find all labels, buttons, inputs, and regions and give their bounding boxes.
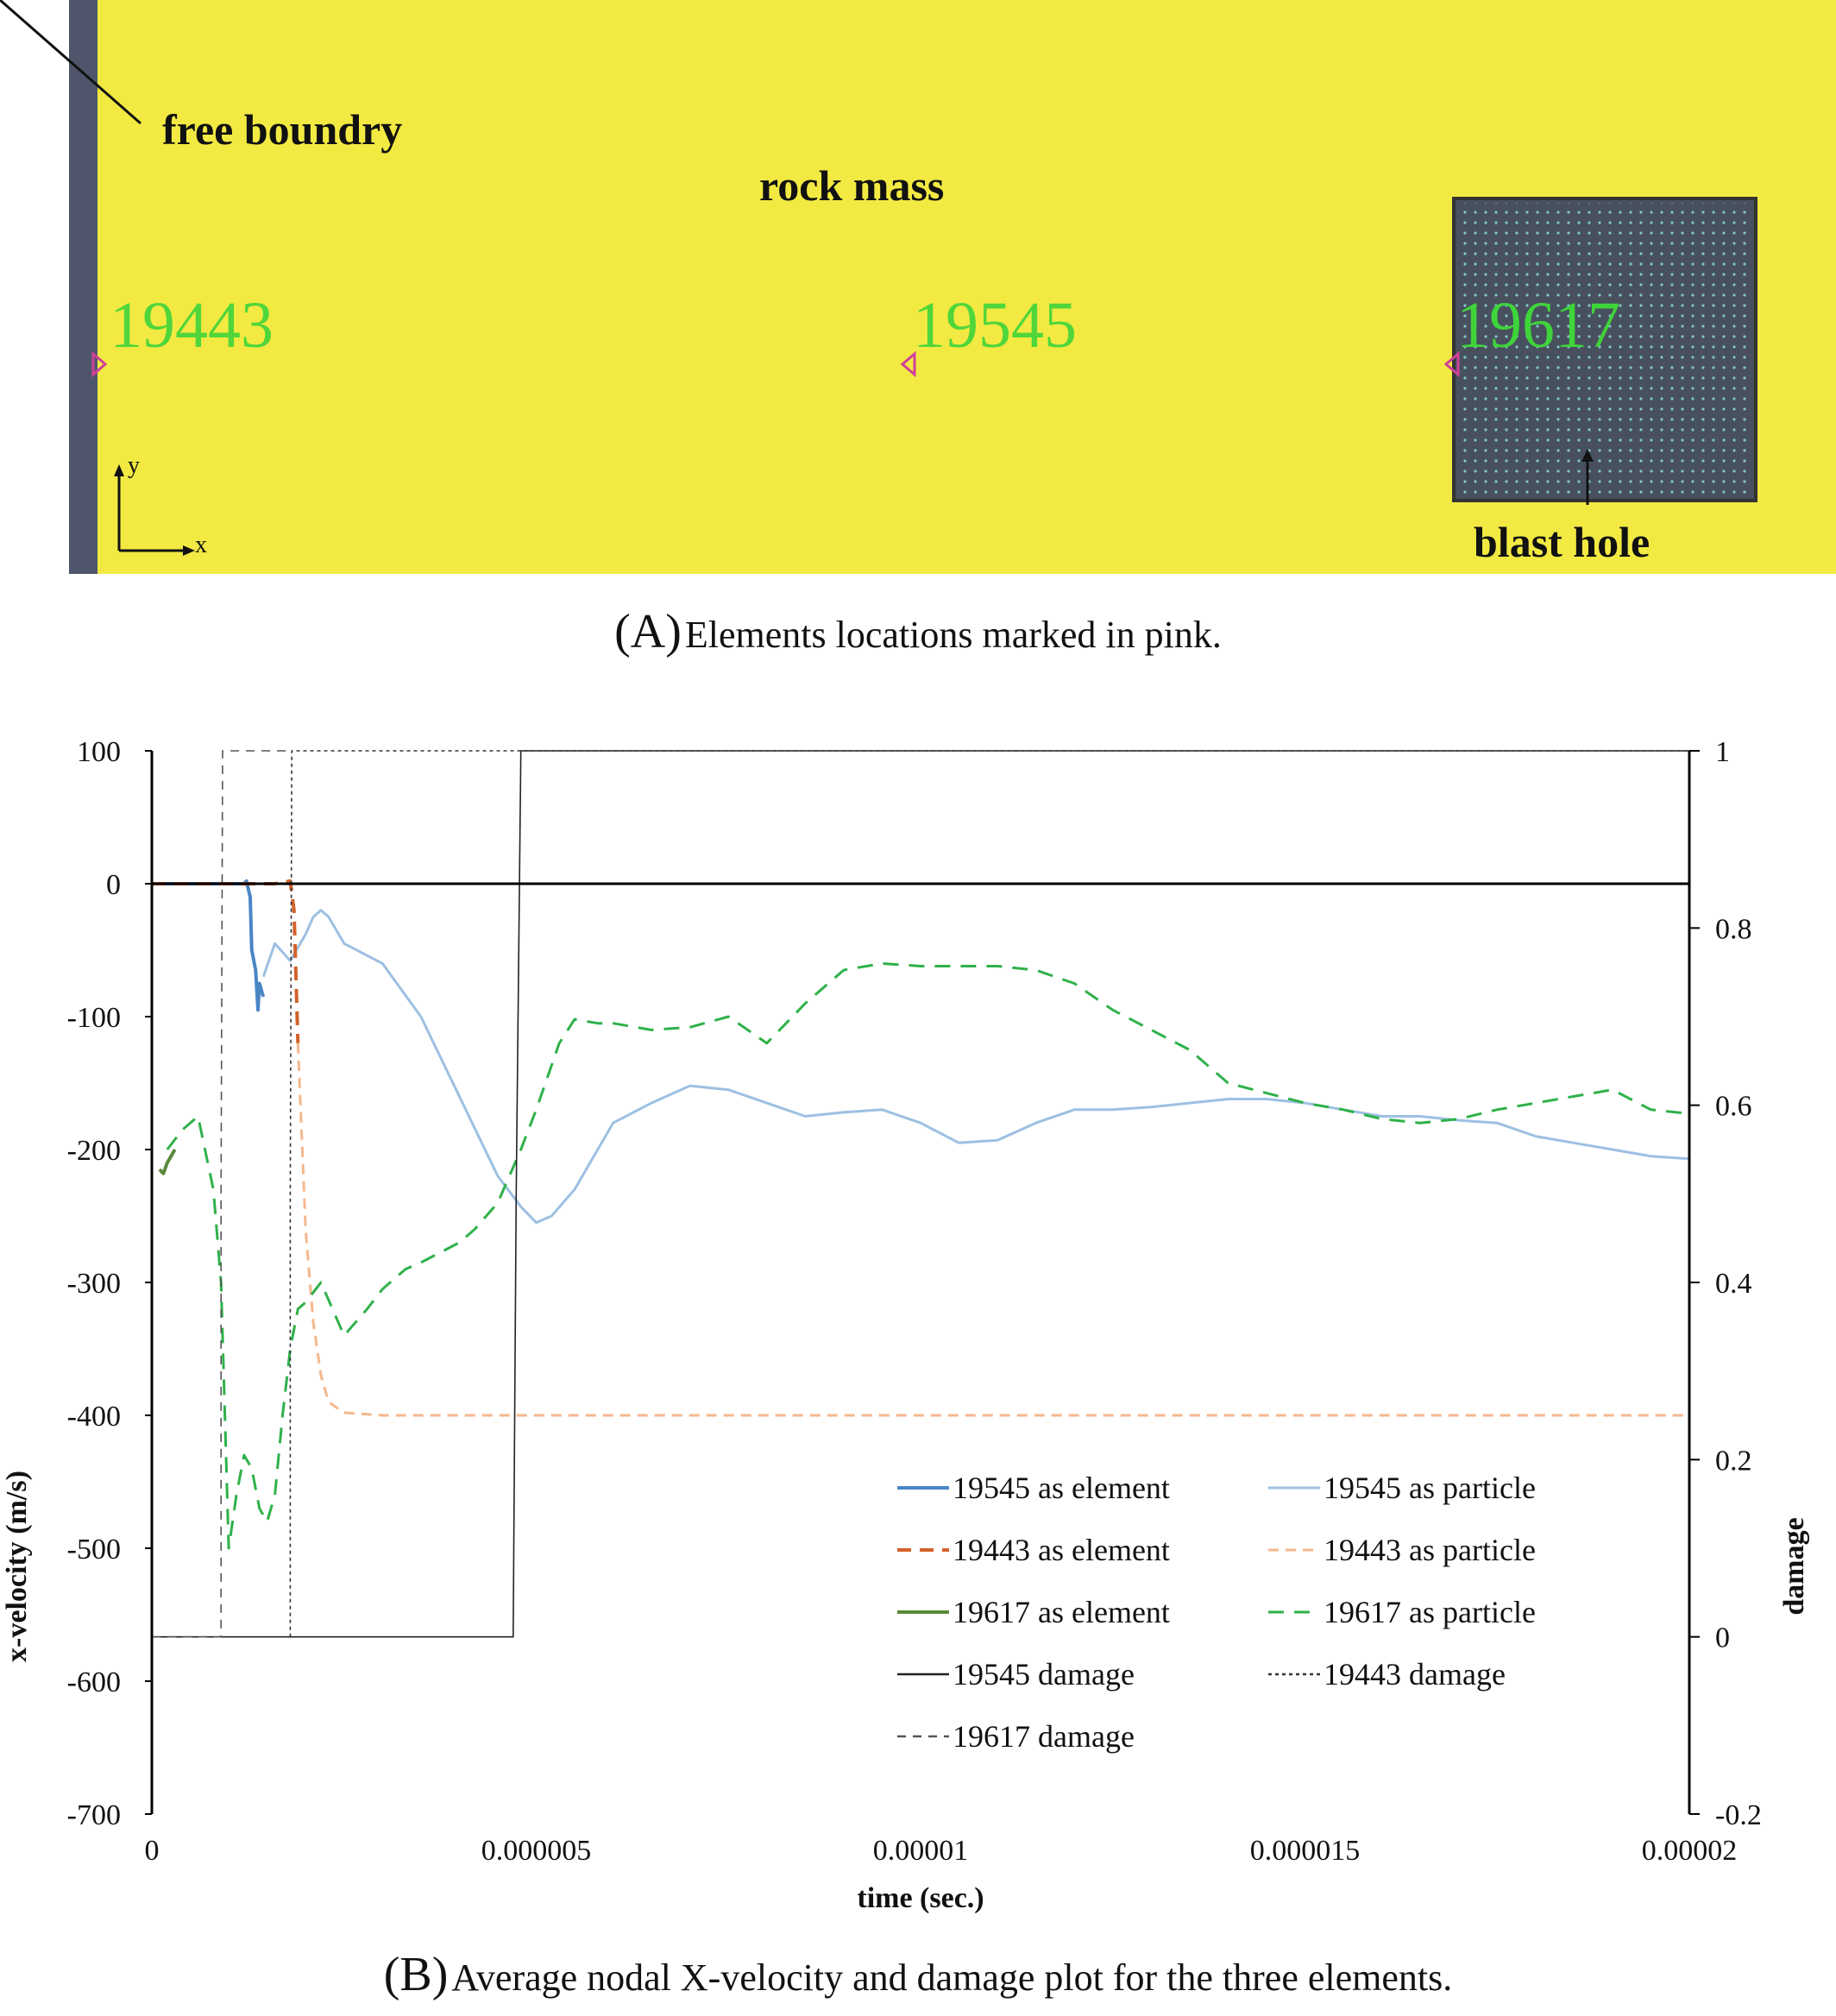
x-tick-label: 0.00002 bbox=[1642, 1835, 1738, 1867]
y-tick-label: -200 bbox=[67, 1135, 121, 1167]
element-marker-19443 bbox=[91, 350, 108, 378]
y-tick-label: -400 bbox=[67, 1401, 121, 1433]
blast-hole bbox=[1452, 197, 1757, 502]
blast-hole-arrow-head bbox=[1581, 449, 1594, 462]
legend-label: 19617 damage bbox=[953, 1719, 1135, 1754]
caption-b-letter: (B) bbox=[383, 1948, 449, 2001]
y-tick-label: -700 bbox=[67, 1799, 121, 1831]
legend-label: 19545 damage bbox=[953, 1657, 1135, 1692]
series-line-19443-as-particle bbox=[296, 1043, 1689, 1417]
caption-b: (B) Average nodal X-velocity and damage … bbox=[0, 1947, 1836, 2002]
legend-label: 19443 as element bbox=[953, 1533, 1170, 1567]
legend-label: 19443 as particle bbox=[1324, 1533, 1536, 1567]
y-tick-label: -500 bbox=[67, 1534, 121, 1566]
element-label-19545: 19545 bbox=[913, 289, 1077, 362]
y2-tick-label: 0.6 bbox=[1715, 1091, 1752, 1123]
series-line-19443-damage bbox=[289, 750, 1689, 1637]
free-boundary-strip bbox=[69, 0, 97, 574]
series-line-19545-damage bbox=[152, 750, 1689, 1638]
y2-tick-label: 1 bbox=[1715, 736, 1730, 768]
x-tick-label: 0.00001 bbox=[873, 1835, 969, 1867]
velocity-damage-chart: 100 0 -100 -200 -300 -400 -500 -600 -700 1 0.8 0.6 0… bbox=[1, 736, 1810, 1914]
y2-tick-label: 0.2 bbox=[1715, 1445, 1752, 1477]
caption-a-letter: (A) bbox=[614, 605, 682, 658]
series-line-19443-as-element bbox=[152, 879, 300, 1043]
y-tick-label: 0 bbox=[106, 869, 121, 901]
y-tick-label: 100 bbox=[77, 736, 121, 768]
y-tick-label: -300 bbox=[67, 1268, 121, 1300]
rock-mass-label: rock mass bbox=[759, 161, 944, 210]
legend: 19545 as element 19545 as particle 19443 a… bbox=[897, 1471, 1536, 1754]
element-marker-19617 bbox=[1443, 350, 1460, 378]
y2-tick-label: -0.2 bbox=[1715, 1799, 1762, 1831]
legend-label: 19617 as element bbox=[953, 1595, 1170, 1629]
element-marker-19545 bbox=[900, 350, 916, 378]
series-line-19617-as-element bbox=[158, 1149, 177, 1175]
y-axis-label: x-velocity (m/s) bbox=[1, 1471, 33, 1662]
triad-y-label: y bbox=[128, 452, 140, 479]
series-line-19545-as-element bbox=[152, 879, 266, 1012]
x-tick-label: 0 bbox=[145, 1835, 160, 1867]
y-tick-label: -600 bbox=[67, 1666, 121, 1698]
triad-x-head bbox=[183, 545, 195, 556]
axes-layer: 100 0 -100 -200 -300 -400 -500 -600 -700 1 0.8 0.6 0… bbox=[67, 736, 1762, 1867]
x-axis-label: time (sec.) bbox=[857, 1882, 984, 1914]
x-tick-label: 0.000015 bbox=[1250, 1835, 1361, 1867]
y-tick-label: -100 bbox=[67, 1002, 121, 1034]
element-label-19617: 19617 bbox=[1456, 289, 1620, 362]
legend-label: 19545 as element bbox=[953, 1471, 1170, 1505]
y2-tick-label: 0.8 bbox=[1715, 913, 1752, 945]
free-boundary-leader bbox=[0, 0, 141, 125]
free-boundary-label: free boundry bbox=[162, 105, 402, 154]
legend-label: 19617 as particle bbox=[1324, 1595, 1536, 1629]
legend-label: 19545 as particle bbox=[1324, 1471, 1536, 1505]
y2-tick-label: 0.4 bbox=[1715, 1268, 1752, 1300]
blast-hole-label: blast hole bbox=[1474, 518, 1650, 566]
series-layer bbox=[152, 750, 1690, 1638]
element-label-19443: 19443 bbox=[110, 289, 274, 362]
triad-y-head bbox=[114, 464, 124, 476]
y2-tick-label: 0 bbox=[1715, 1622, 1730, 1654]
panel-a-model-view: free boundry rock mass blast hole 19443 … bbox=[0, 0, 1836, 574]
y2-axis-label: damage bbox=[1778, 1517, 1810, 1615]
legend-label: 19443 damage bbox=[1324, 1657, 1506, 1692]
triad-x-label: x bbox=[195, 532, 207, 558]
x-tick-label: 0.000005 bbox=[481, 1835, 592, 1867]
caption-a: (A) Elements locations marked in pink. bbox=[0, 604, 1836, 659]
caption-b-text: Average nodal X-velocity and damage plot… bbox=[451, 1956, 1453, 1999]
series-line-19545-as-particle bbox=[261, 909, 1690, 1225]
caption-a-text: Elements locations marked in pink. bbox=[684, 614, 1222, 656]
series-line-19617-as-particle bbox=[166, 961, 1690, 1550]
